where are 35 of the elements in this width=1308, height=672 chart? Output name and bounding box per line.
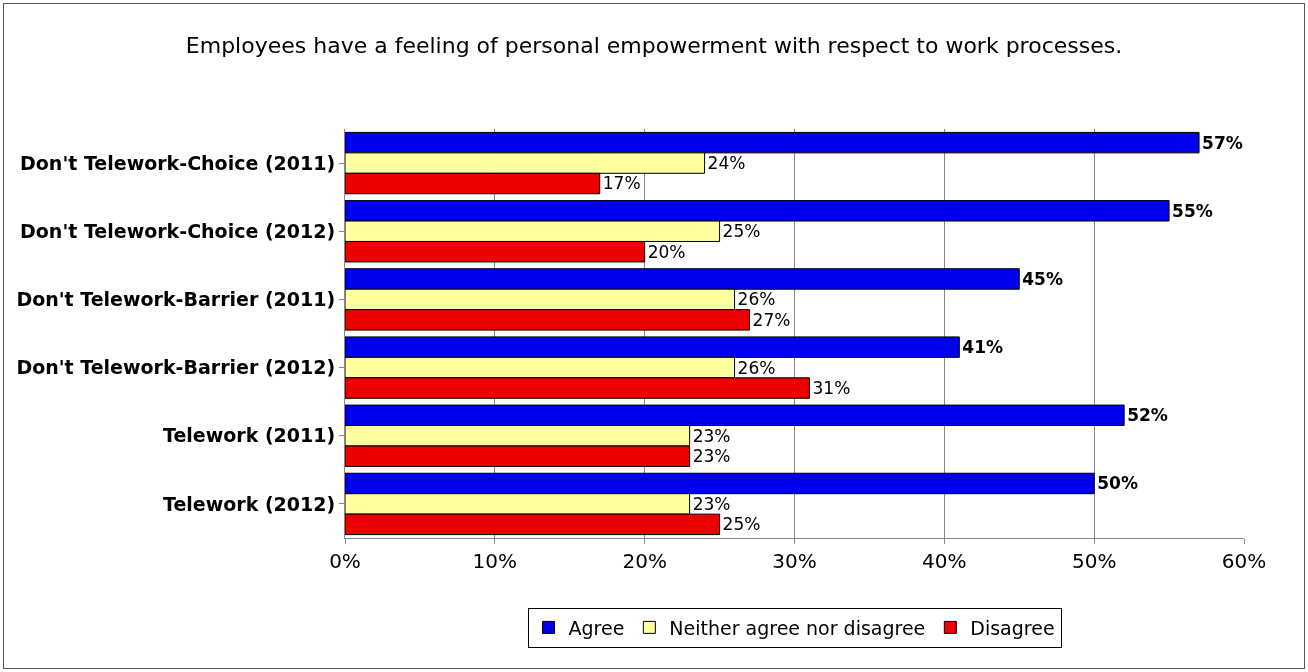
y-tick-label: Telework (2012) <box>163 492 336 515</box>
x-tick-label: 50% <box>1071 549 1117 573</box>
data-label: 45% <box>1022 268 1064 289</box>
y-tick-label: Don't Telework-Choice (2012) <box>20 219 336 242</box>
y-tick-label: Don't Telework-Barrier (2011) <box>16 288 336 311</box>
data-label: 23% <box>692 493 731 514</box>
x-tick-label: 40% <box>922 549 967 573</box>
x-tick-label: 30% <box>772 549 817 573</box>
data-label: 23% <box>692 425 731 446</box>
x-tick-label: 20% <box>622 549 667 573</box>
y-tick-label: Don't Telework-Barrier (2012) <box>16 356 336 379</box>
data-label: 24% <box>707 153 746 174</box>
legend-label: Disagree <box>970 616 1055 639</box>
legend-label: Agree <box>568 616 625 639</box>
data-label: 55% <box>1172 200 1213 221</box>
y-tick-label: Telework (2011) <box>163 424 336 447</box>
data-label: 57% <box>1202 132 1243 153</box>
legend-label: Neither agree nor disagree <box>669 616 926 639</box>
x-tick-label: 10% <box>472 549 518 573</box>
y-tick-label: Don't Telework-Choice (2011) <box>20 151 336 174</box>
data-label: 27% <box>752 309 791 330</box>
data-label: 25% <box>722 514 761 535</box>
data-label: 41% <box>962 337 1004 358</box>
x-tick-label: 60% <box>1221 549 1267 573</box>
x-tick-label: 0% <box>329 549 361 573</box>
chart-title: Employees have a feeling of personal empowerment with respect to work processes. <box>185 32 1123 58</box>
data-label: 17% <box>602 173 641 194</box>
data-label: 25% <box>722 221 761 242</box>
data-label: 26% <box>737 289 776 310</box>
data-label: 52% <box>1127 405 1168 426</box>
data-label: 50% <box>1097 473 1138 494</box>
data-label: 23% <box>692 446 731 467</box>
data-label: 26% <box>737 357 776 378</box>
data-label: 20% <box>647 241 686 262</box>
data-label: 31% <box>812 378 851 398</box>
